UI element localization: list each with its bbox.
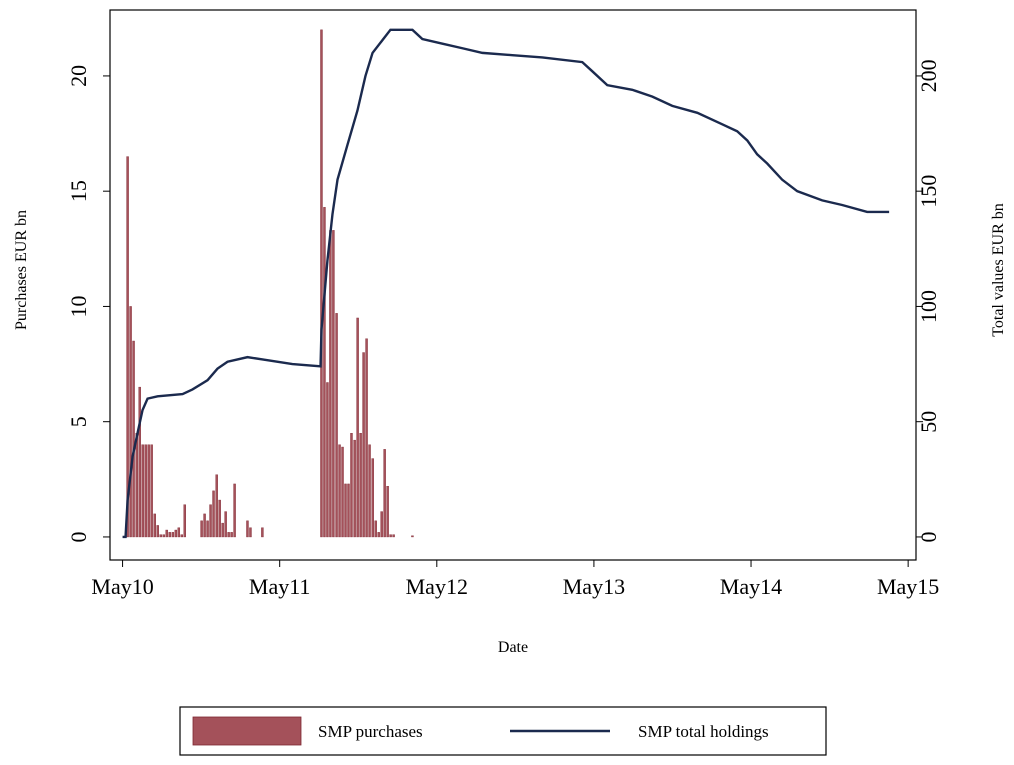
bar <box>344 483 347 538</box>
plot-frame <box>109 9 917 561</box>
bar <box>224 511 227 538</box>
legend-label: SMP purchases <box>318 722 423 741</box>
bar <box>386 486 389 538</box>
y-tick-label: 15 <box>66 180 91 202</box>
x-axis-label: Date <box>498 639 528 656</box>
y2-tick-label: 100 <box>916 290 941 323</box>
bar <box>138 386 141 538</box>
bar <box>353 439 356 538</box>
bar <box>221 522 224 538</box>
x-tick-label: May15 <box>877 574 939 599</box>
y-tick-label: 0 <box>66 531 91 542</box>
bar <box>338 444 341 538</box>
x-tick-label: May14 <box>720 574 782 599</box>
bar <box>380 511 383 538</box>
x-tick-label: May11 <box>249 574 311 599</box>
bar <box>411 535 414 538</box>
bar <box>365 338 368 538</box>
bar <box>341 446 344 538</box>
bar <box>209 504 212 538</box>
bar <box>246 520 249 538</box>
bar <box>230 532 233 538</box>
bar <box>203 513 206 538</box>
bar <box>389 534 392 538</box>
bar <box>153 513 156 538</box>
y2-tick-label: 50 <box>916 411 941 433</box>
bar <box>335 313 338 538</box>
bar <box>329 230 332 538</box>
bar <box>368 444 371 538</box>
bar <box>371 458 374 538</box>
bar <box>377 532 380 538</box>
bar <box>215 474 218 538</box>
legend-label: SMP total holdings <box>638 722 769 741</box>
line <box>122 28 890 539</box>
x-tick-label: May13 <box>563 574 625 599</box>
bar <box>359 433 362 538</box>
y-tick-label: 10 <box>66 295 91 317</box>
y-tick-label: 5 <box>66 416 91 427</box>
bar <box>162 534 165 538</box>
bar <box>323 207 326 538</box>
bar <box>362 352 365 538</box>
y-axis-label: Purchases EUR bn <box>13 210 30 330</box>
bar <box>392 534 395 538</box>
bar <box>147 444 150 538</box>
legend: SMP purchases SMP total holdings <box>179 706 827 756</box>
y2-axis-label: Total values EUR bn <box>990 203 1007 337</box>
bar <box>356 317 359 538</box>
bar <box>141 444 144 538</box>
bar <box>165 529 168 538</box>
y-tick-label: 20 <box>66 65 91 87</box>
bar <box>249 527 252 538</box>
bar <box>177 527 181 538</box>
bar <box>174 529 178 538</box>
bar <box>347 483 350 538</box>
bar <box>171 532 175 538</box>
bar <box>261 527 264 538</box>
bar <box>326 382 329 538</box>
bar <box>132 340 135 538</box>
bar <box>374 520 377 538</box>
bar <box>135 433 138 538</box>
bar <box>383 449 386 538</box>
bar <box>129 306 132 538</box>
x-tick-label: May10 <box>91 574 153 599</box>
bar <box>212 490 215 538</box>
legend-swatch <box>192 716 302 746</box>
bar <box>180 534 184 538</box>
bar <box>233 483 236 538</box>
y2-tick-label: 0 <box>916 531 941 542</box>
bar <box>200 520 203 538</box>
y2-tick-label: 150 <box>916 175 941 208</box>
x-tick-label: May12 <box>406 574 468 599</box>
bar <box>183 504 186 538</box>
y2-tick-label: 200 <box>916 59 941 92</box>
bar <box>150 444 153 538</box>
bar <box>144 444 147 538</box>
bar <box>350 433 353 538</box>
bar <box>227 532 230 538</box>
bar <box>320 29 323 538</box>
bar <box>206 520 209 538</box>
bar <box>126 156 129 538</box>
bar <box>332 230 335 538</box>
bar <box>156 525 159 538</box>
bar <box>168 532 171 538</box>
bar <box>218 499 221 538</box>
bar <box>159 534 162 538</box>
